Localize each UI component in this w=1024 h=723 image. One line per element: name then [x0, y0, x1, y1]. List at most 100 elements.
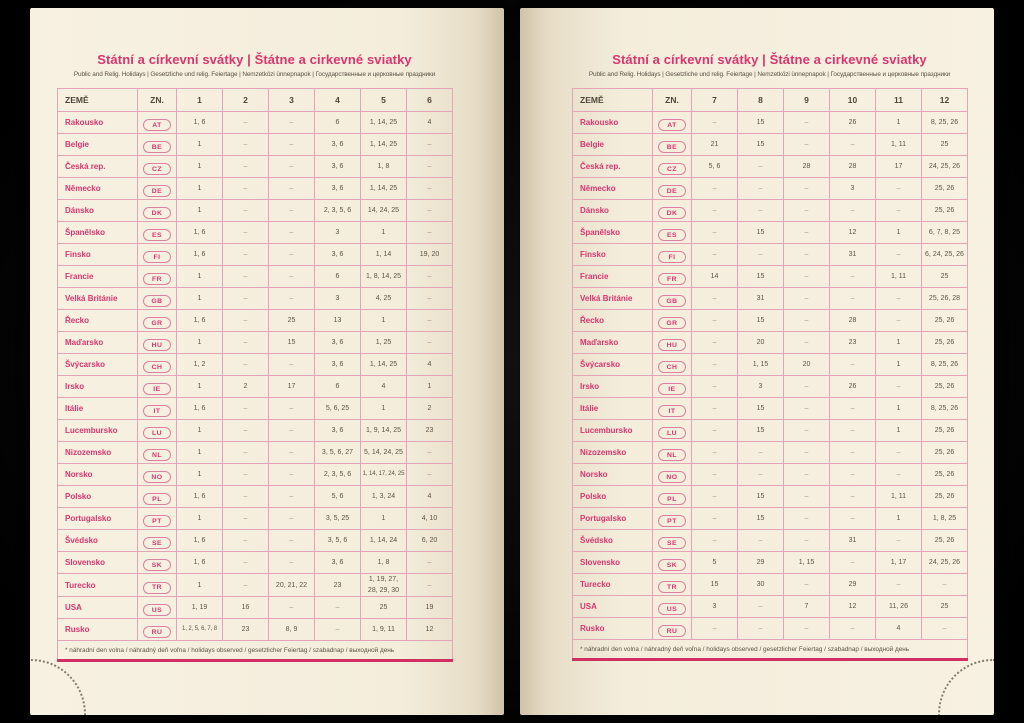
month-days-cell: – [222, 353, 269, 376]
month-days-cell: 1 [875, 331, 922, 354]
column-header-month: 1 [176, 88, 223, 112]
month-days-cell: – [783, 529, 830, 552]
country-name-cell: USA [57, 596, 138, 619]
month-days-cell: 1, 6 [176, 111, 223, 134]
country-code-cell: AT [652, 111, 692, 134]
country-name-cell: Maďarsko [57, 331, 138, 354]
column-header-month: 8 [737, 88, 784, 112]
month-days-cell: – [406, 331, 453, 354]
month-days-cell: – [691, 463, 738, 486]
month-days-cell: – [268, 155, 315, 178]
country-code-cell: BE [652, 133, 692, 156]
month-days-cell: 6 [314, 265, 361, 288]
month-days-cell: 1, 9, 14, 25 [360, 419, 407, 442]
table-row: Maďarsko HU –20–23 1 25, 26 [572, 331, 968, 354]
country-name-cell: Španělsko [57, 221, 138, 244]
table-row: USA US 1, 19 16– –25 19 [57, 596, 453, 619]
country-name-cell: Rusko [57, 618, 138, 641]
table-row: Dánsko DK 1– –2, 3, 5, 6 14, 24, 25– [57, 199, 453, 222]
month-days-cell: 23 [222, 618, 269, 641]
month-days-cell: 4 [875, 617, 922, 640]
month-days-cell: 1, 8 [360, 155, 407, 178]
month-days-cell: – [406, 177, 453, 200]
table-row: Německo DE 1– –3, 6 1, 14, 25– [57, 177, 453, 200]
month-days-cell: 4, 10 [406, 507, 453, 530]
country-code-badge: FI [658, 251, 686, 263]
country-code-badge: CZ [143, 163, 171, 175]
left-page-content: Státní a církevní svátky | Štátne a cirk… [57, 8, 453, 662]
month-days-cell: – [406, 265, 453, 288]
month-days-cell: 1 [875, 507, 922, 530]
month-days-cell: 3 [314, 221, 361, 244]
column-header-country: ZEMĚ [57, 88, 138, 112]
country-code-cell: GR [652, 309, 692, 332]
country-code-cell: SK [652, 551, 692, 574]
country-name-cell: Německo [572, 177, 653, 200]
month-days-cell: – [737, 463, 784, 486]
month-days-cell: – [406, 463, 453, 486]
country-name-cell: Česká rep. [572, 155, 653, 178]
month-days-cell: 8, 25, 26 [921, 111, 968, 134]
month-days-cell: 21 [691, 133, 738, 156]
holidays-table-months-1-6: ZEMĚ ZN. 1 2 3 4 5 6 Rakousko AT 1, 6– –6 1, 14, 25… [57, 88, 453, 662]
month-days-cell: – [691, 375, 738, 398]
country-code-cell: CH [652, 353, 692, 376]
month-days-cell: 29 [829, 573, 876, 596]
table-row: Rusko RU 1, 2, 5, 6, 7, 8 23 8, 9–1, 9, 11 12 [57, 618, 453, 641]
month-days-cell: 20 [737, 331, 784, 354]
month-days-cell: – [691, 353, 738, 376]
month-days-cell: 31 [829, 243, 876, 266]
month-days-cell: 5, 6, 25 [314, 397, 361, 420]
month-days-cell: 25 [360, 596, 407, 619]
country-name-cell: Rusko [572, 617, 653, 640]
table-row: Řecko GR –15–28–25, 26 [572, 309, 968, 332]
month-days-cell: – [268, 529, 315, 552]
country-name-cell: Velká Británie [572, 287, 653, 310]
month-days-cell: 1, 6 [176, 529, 223, 552]
country-code-badge: TR [143, 581, 171, 594]
country-name-cell: Řecko [57, 309, 138, 332]
country-code-cell: DE [652, 177, 692, 200]
country-name-cell: Německo [57, 177, 138, 200]
month-days-cell: 15 [737, 221, 784, 244]
month-days-cell: 3 [737, 375, 784, 398]
month-days-cell: 3, 6 [314, 551, 361, 574]
month-days-cell: – [921, 573, 968, 596]
month-days-cell: 25, 26 [921, 419, 968, 442]
country-code-badge: BE [143, 141, 171, 153]
month-days-cell: – [222, 551, 269, 574]
month-days-cell: 3, 5, 25 [314, 507, 361, 530]
table-row: Španělsko ES 1, 6– –3 1– [57, 221, 453, 244]
column-header-month: 6 [406, 88, 453, 112]
country-code-cell: HU [137, 331, 177, 354]
month-days-cell: 4 [360, 375, 407, 398]
month-days-cell: 20 [783, 353, 830, 376]
country-code-badge: SE [143, 537, 171, 549]
month-days-cell: 15 [737, 485, 784, 508]
month-days-cell: 15 [691, 573, 738, 596]
month-days-cell: – [222, 155, 269, 178]
country-name-cell: Španělsko [572, 221, 653, 244]
month-days-cell: – [691, 397, 738, 420]
month-days-cell: 1, 6 [176, 309, 223, 332]
column-header-month: 11 [875, 88, 922, 112]
month-days-cell: – [268, 111, 315, 134]
month-days-cell: 13 [314, 309, 361, 332]
month-days-cell: – [268, 243, 315, 266]
month-days-cell: – [406, 309, 453, 332]
table-row: Maďarsko HU 1–15 3, 6 1, 25– [57, 331, 453, 354]
month-days-cell: 29 [737, 551, 784, 574]
month-days-cell: – [406, 221, 453, 244]
month-days-cell: 2 [222, 375, 269, 398]
month-days-cell: – [737, 199, 784, 222]
month-days-cell: – [783, 375, 830, 398]
header-row: ZEMĚ ZN. 7 8 9 10 11 12 [572, 88, 968, 112]
table-row: Řecko GR 1, 6–25 13 1– [57, 309, 453, 332]
column-header-month: 2 [222, 88, 269, 112]
country-code-cell: AT [137, 111, 177, 134]
country-name-cell: Finsko [572, 243, 653, 266]
column-header-month: 3 [268, 88, 315, 112]
country-name-cell: Slovensko [572, 551, 653, 574]
country-code-badge: ES [658, 229, 686, 241]
country-name-cell: Řecko [572, 309, 653, 332]
